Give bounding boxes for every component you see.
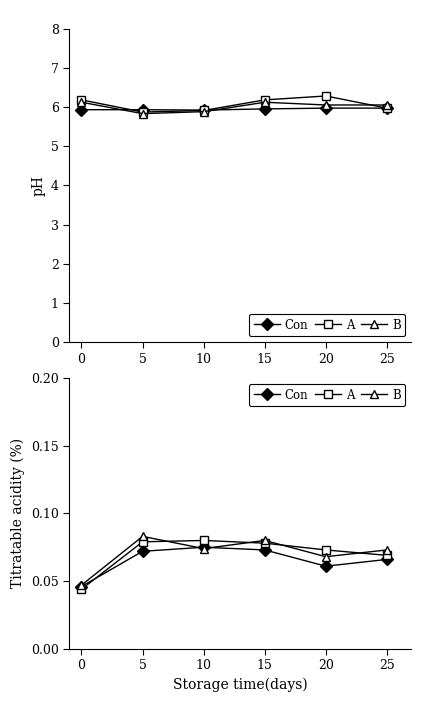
Con (79, 106, 84, 114)
A (140, 108, 145, 116)
Line: A: A (78, 536, 391, 593)
Line: B: B (78, 532, 391, 590)
A (262, 539, 267, 548)
B (323, 101, 328, 109)
Line: Con: Con (78, 543, 391, 590)
A (79, 96, 84, 104)
B (140, 532, 145, 540)
B (323, 553, 328, 561)
A (201, 536, 206, 545)
A (79, 585, 84, 593)
A (323, 92, 328, 101)
Line: A: A (78, 92, 391, 116)
A (140, 538, 145, 546)
Con (140, 547, 145, 555)
B (201, 108, 206, 116)
Con (323, 562, 328, 570)
A (385, 104, 390, 113)
A (262, 96, 267, 104)
Con (385, 104, 390, 113)
Con (79, 583, 84, 591)
B (79, 581, 84, 590)
Y-axis label: pH: pH (31, 175, 45, 196)
A (385, 551, 390, 560)
Con (201, 106, 206, 114)
B (385, 545, 390, 554)
B (140, 109, 145, 118)
Con (262, 545, 267, 554)
Legend: Con, A, B: Con, A, B (249, 314, 405, 337)
Line: B: B (78, 98, 391, 118)
Con (385, 555, 390, 564)
X-axis label: Storage time(days): Storage time(days) (173, 678, 308, 692)
A (201, 106, 206, 115)
B (385, 101, 390, 109)
Con (262, 105, 267, 113)
Line: Con: Con (78, 104, 391, 114)
Legend: Con, A, B: Con, A, B (249, 384, 405, 406)
Con (201, 543, 206, 552)
B (201, 544, 206, 553)
Y-axis label: Titratable acidity (%): Titratable acidity (%) (11, 438, 26, 588)
Con (140, 106, 145, 114)
B (262, 98, 267, 106)
B (79, 98, 84, 106)
B (262, 536, 267, 545)
Con (323, 104, 328, 113)
A (323, 545, 328, 554)
